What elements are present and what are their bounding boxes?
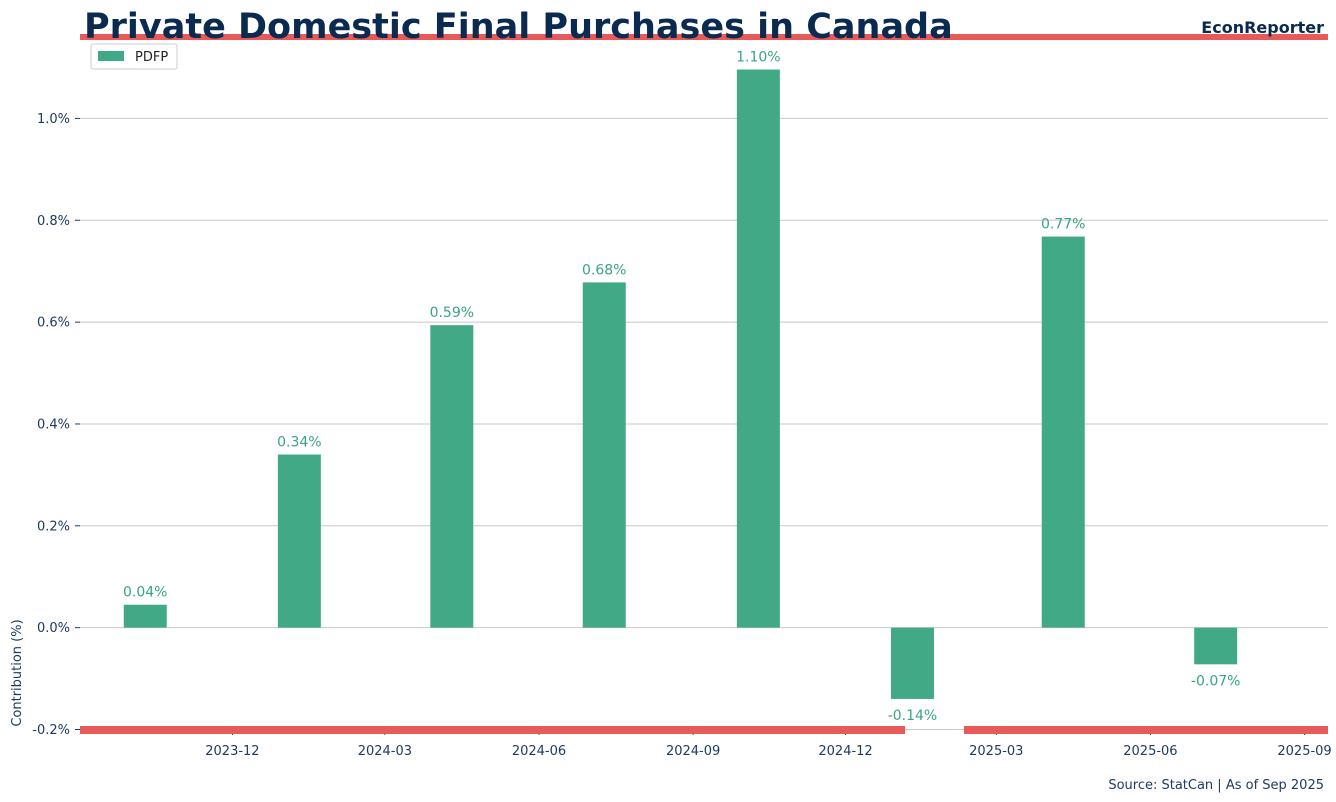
legend-frame (90, 43, 178, 70)
chart-title: Private Domestic Final Purchases in Cana… (84, 7, 953, 47)
bottom-accent-rule-right (964, 726, 1328, 734)
brand-logo: EconReporter (1201, 18, 1324, 37)
x-tick-label: 2024-06 (512, 744, 566, 759)
y-tick-label: 0.8% (37, 214, 70, 229)
source-note: Source: StatCan | As of Sep 2025 (1108, 778, 1324, 793)
bar (277, 454, 321, 628)
title-accent-rule (80, 34, 1328, 40)
legend: PDFP (90, 43, 178, 70)
bottom-accent-rule (80, 726, 905, 734)
bar (1041, 236, 1085, 628)
y-tick-label: 0.0% (37, 621, 70, 636)
legend-swatch (98, 51, 124, 61)
data-label: 0.34% (277, 435, 321, 451)
bar (430, 325, 474, 628)
x-tick-label: 2024-12 (818, 744, 872, 759)
x-tick-label: 2023-12 (205, 744, 259, 759)
y-tick-label: -0.2% (32, 723, 70, 738)
y-axis-label: Contribution (%) (10, 619, 25, 726)
x-tick-label: 2025-06 (1123, 744, 1177, 759)
data-label: 0.77% (1041, 217, 1085, 233)
x-tick-label: 2025-03 (969, 744, 1023, 759)
y-tick-label: 1.0% (37, 112, 70, 127)
bar (736, 69, 780, 628)
y-tick-label: 0.6% (37, 316, 70, 331)
data-label: 0.68% (582, 262, 626, 278)
x-tick-label: 2024-03 (358, 744, 412, 759)
data-label: -0.07% (1191, 673, 1241, 689)
bar (123, 604, 167, 628)
data-label: -0.14% (888, 708, 938, 724)
legend-label: PDFP (135, 50, 168, 65)
x-tick-label: 2024-09 (666, 744, 720, 759)
gridlines (80, 117, 1328, 730)
y-tick-label: 0.2% (37, 519, 70, 534)
data-labels: 0.04% 0.34% 0.59% 0.68% 1.10% -0.14% 0.77% -0.0… (123, 50, 1240, 724)
data-label: 1.10% (736, 50, 780, 66)
y-tick-label: 0.4% (37, 417, 70, 432)
bar (582, 282, 626, 628)
data-label: 0.59% (430, 305, 474, 321)
data-label: 0.04% (123, 585, 167, 601)
y-axis-ticks: -0.2% 0.0% 0.2% 0.4% 0.6% 0.8% 1.0% (32, 112, 80, 738)
x-axis-ticks: 2023-12 2024-03 2024-06 2024-09 2024-12 2025-… (205, 730, 1332, 759)
bar (890, 627, 934, 699)
x-tick-label: 2025-09 (1277, 744, 1331, 759)
bars (123, 69, 1238, 699)
bar (1194, 627, 1238, 665)
